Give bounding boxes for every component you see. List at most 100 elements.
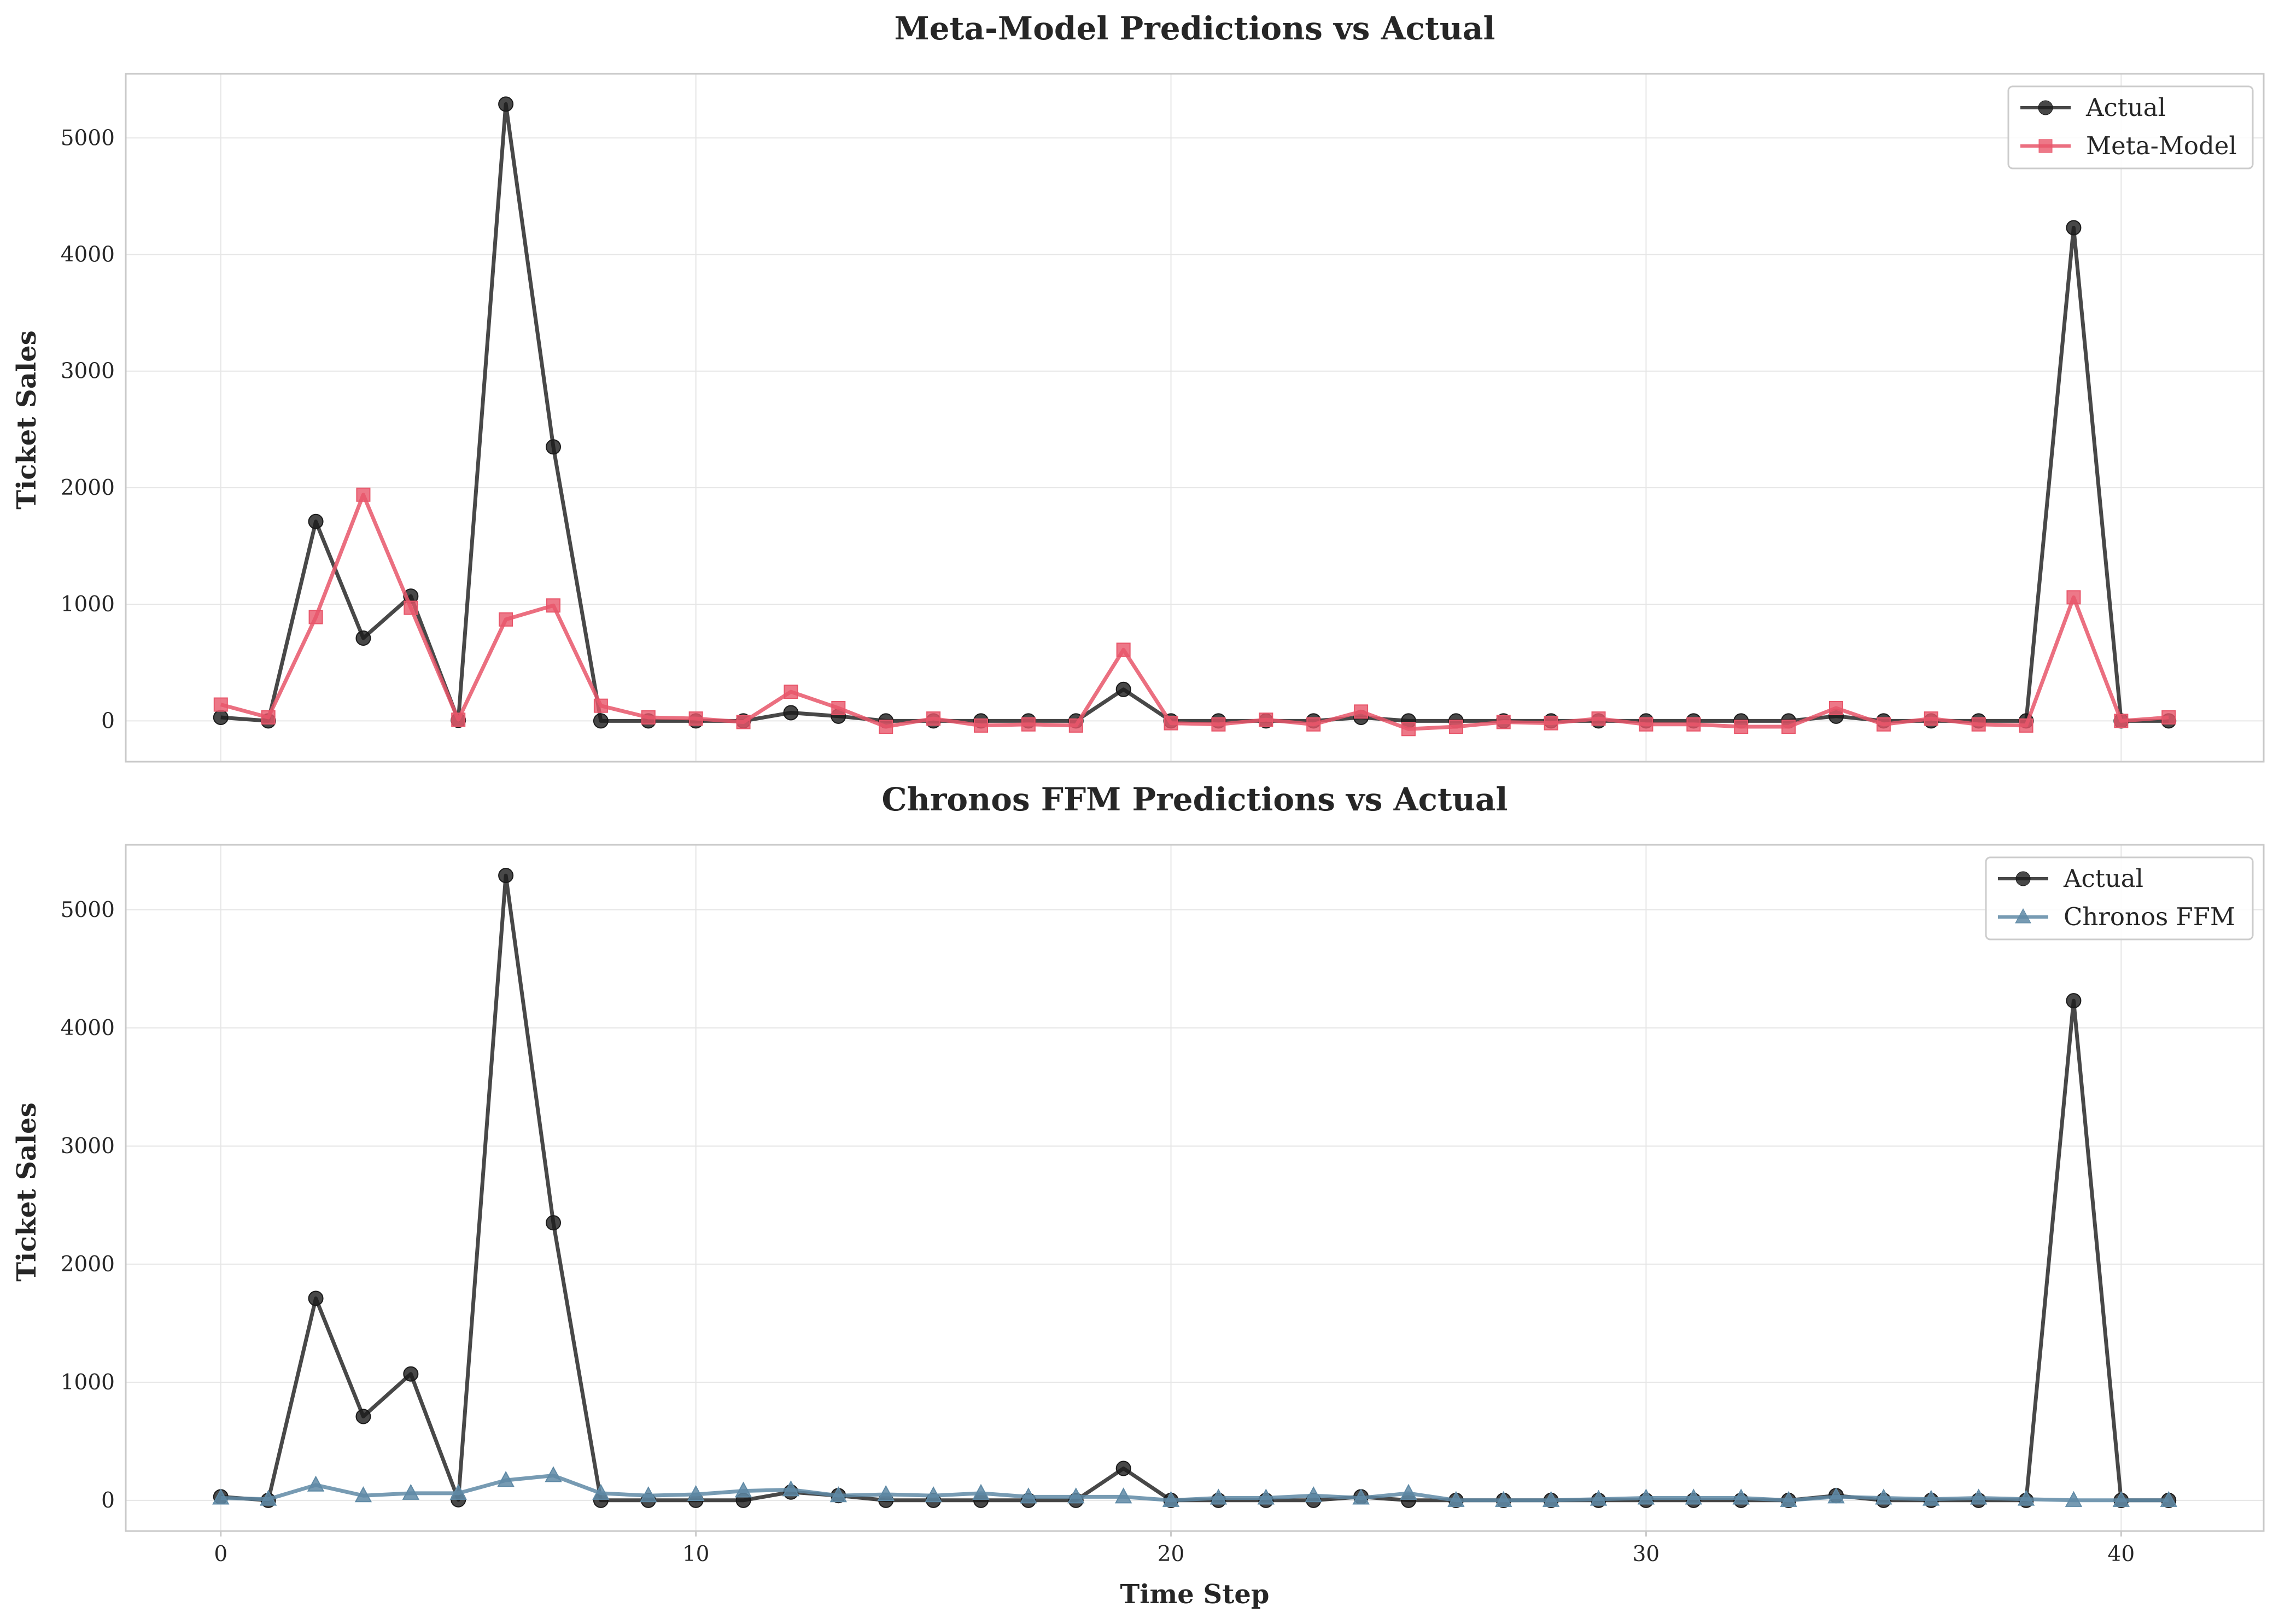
data-point	[1352, 1488, 1370, 1505]
data-point	[784, 685, 798, 699]
data-point	[1447, 1491, 1465, 1507]
series-lines	[213, 96, 2177, 737]
y-tick-label: 2000	[61, 1252, 115, 1277]
y-axis-label: Ticket Sales	[11, 1102, 42, 1281]
data-point	[1829, 700, 1843, 715]
data-point	[2017, 1489, 2035, 1506]
data-point	[2065, 1491, 2083, 1507]
data-point	[404, 600, 418, 615]
data-point	[259, 1489, 277, 1506]
data-point	[307, 1475, 325, 1492]
data-point	[355, 630, 371, 646]
x-axis-label: Time Step	[1120, 1579, 1270, 1610]
data-point	[213, 697, 228, 712]
data-point	[736, 715, 751, 729]
y-tick-label: 3000	[61, 1134, 115, 1159]
data-point	[1354, 704, 1369, 719]
plot-frame	[125, 73, 2265, 763]
legend-entry-actual: Actual	[1998, 864, 2143, 893]
series-lines	[212, 868, 2177, 1508]
y-tick-label: 3000	[61, 359, 115, 384]
data-point	[546, 598, 560, 613]
x-tick-label: 40	[2108, 1542, 2135, 1567]
legend: Actual Chronos FFM	[1985, 856, 2254, 940]
series-meta-model	[213, 487, 2176, 737]
data-point	[829, 1486, 848, 1503]
data-point	[1971, 717, 1986, 732]
data-point	[308, 513, 324, 529]
data-point	[1209, 1488, 1228, 1505]
data-point	[545, 1466, 562, 1482]
x-tick-label: 0	[214, 1542, 227, 1567]
y-tick-label: 5000	[61, 898, 115, 922]
data-point	[1306, 717, 1321, 732]
data-point	[1067, 1487, 1085, 1504]
legend-entry-meta-model: Meta-Model	[2020, 131, 2237, 160]
data-point	[1116, 642, 1131, 657]
data-point	[1115, 1461, 1131, 1476]
data-point	[212, 1488, 230, 1505]
data-point	[1257, 1488, 1275, 1505]
data-point	[2066, 590, 2081, 605]
data-point	[498, 96, 514, 112]
data-point	[1732, 1488, 1750, 1505]
data-point	[1875, 1488, 1892, 1505]
data-point	[734, 1481, 752, 1498]
data-point	[925, 1486, 942, 1503]
y-tick-label: 4000	[61, 242, 115, 267]
data-point	[403, 1366, 419, 1382]
data-point	[2160, 1491, 2177, 1507]
y-axis-label: Ticket Sales	[11, 330, 42, 509]
chart-title: Chronos FFM Predictions vs Actual	[882, 781, 1508, 818]
y-tick-label: 1000	[61, 592, 115, 617]
data-point	[592, 1483, 610, 1500]
legend-entry-actual: Actual	[2020, 93, 2166, 122]
legend-label: Actual	[2085, 93, 2166, 122]
data-point	[831, 700, 846, 715]
data-point	[1211, 717, 1226, 732]
data-point	[261, 710, 276, 725]
data-point	[1400, 1483, 1417, 1500]
legend-label: Chronos FFM	[2064, 902, 2235, 931]
legend-entry-chronos-ffm: Chronos FFM	[1998, 902, 2235, 931]
data-point	[1639, 717, 1653, 732]
data-point	[2066, 220, 2082, 236]
data-point	[1734, 720, 1749, 734]
data-point	[1259, 712, 1273, 727]
data-point	[354, 1486, 372, 1503]
data-point	[879, 720, 893, 734]
data-point	[2019, 718, 2033, 733]
data-point	[546, 439, 561, 455]
data-point	[2114, 714, 2129, 728]
data-point	[2066, 993, 2082, 1009]
data-point	[1495, 1491, 1512, 1507]
data-point	[1685, 1488, 1703, 1505]
data-point	[449, 1483, 467, 1500]
data-point	[1542, 1491, 1560, 1507]
y-tick-label: 1000	[61, 1370, 115, 1395]
data-point	[641, 710, 656, 725]
series-chronos-ffm	[212, 1466, 2177, 1507]
data-point	[1401, 722, 1416, 737]
data-point	[1496, 715, 1511, 729]
data-point	[1115, 681, 1131, 697]
data-point	[1162, 1491, 1180, 1507]
data-point	[593, 698, 608, 713]
data-point	[1448, 720, 1463, 734]
chart-title: Meta-Model Predictions vs Actual	[894, 10, 1495, 47]
data-point	[546, 1215, 561, 1231]
data-point	[1020, 1487, 1037, 1504]
data-point	[1922, 1489, 1940, 1506]
data-point	[355, 1409, 371, 1424]
data-point	[213, 709, 229, 725]
data-point	[688, 711, 703, 726]
y-tick-label: 0	[101, 1488, 115, 1513]
data-point	[499, 612, 513, 627]
data-point	[451, 712, 466, 727]
meta-model-chart: Meta-Model Predictions vs Actual Ticket …	[11, 10, 2265, 763]
data-point	[877, 1485, 895, 1502]
legend-label: Actual	[2063, 864, 2143, 893]
axis-ticks: 0 10 20 30 40 0 1000 2000 3000 4000 5000	[61, 898, 2135, 1567]
y-tick-label: 0	[101, 709, 115, 733]
